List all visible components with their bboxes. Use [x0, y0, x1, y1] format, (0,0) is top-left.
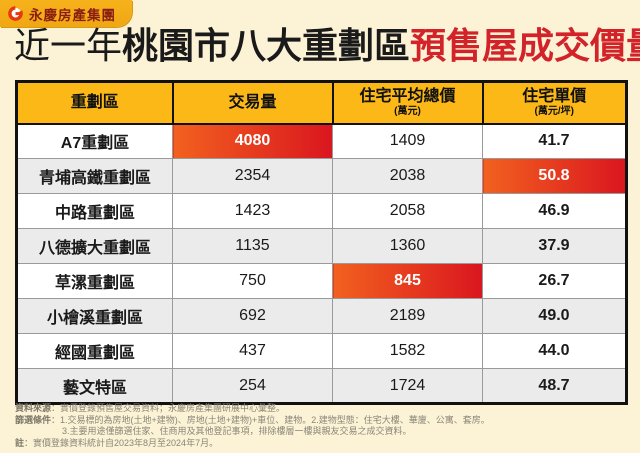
header-volume: 交易量 — [171, 80, 334, 125]
cell-total: 1409 — [332, 123, 483, 159]
cell-region: 八德擴大重劃區 — [16, 228, 173, 264]
cell-volume: 254 — [172, 368, 333, 404]
cell-region: 草漯重劃區 — [16, 263, 173, 299]
footnotes: 資料來源：實價登錄預售屋交易資料；永慶房產集團研展中心彙整。 篩選條件：1.交易… — [15, 403, 627, 449]
cell-unit: 41.7 — [482, 123, 627, 159]
cell-volume: 1423 — [172, 193, 333, 229]
cell-region: 小檜溪重劃區 — [16, 298, 173, 334]
page-title: 近一年桃園市八大重劃區預售屋成交價量 — [14, 24, 640, 68]
title-prefix: 近一年 — [14, 25, 123, 66]
cell-total: 1582 — [332, 333, 483, 369]
header-avg-total-price: 住宅平均總價 (萬元) — [331, 80, 484, 125]
footnote-source: 資料來源：實價登錄預售屋交易資料；永慶房產集團研展中心彙整。 — [15, 403, 286, 413]
table-row: 藝文特區 254 1724 48.7 — [16, 368, 627, 404]
table-row: 青埔高鐵重劃區 2354 2038 50.8 — [16, 158, 627, 194]
cell-region: 經國重劃區 — [16, 333, 173, 369]
footnote-period: 註：實價登錄資料統計自2023年8月至2024年7月。 — [15, 437, 219, 448]
cell-volume: 1135 — [172, 228, 333, 264]
cell-unit: 48.7 — [482, 368, 627, 404]
cell-region: 青埔高鐵重劃區 — [16, 158, 173, 194]
table-header: 重劃區 交易量 住宅平均總價 (萬元) 住宅單價 (萬元/坪) — [15, 80, 628, 125]
cell-region: A7重劃區 — [16, 123, 173, 159]
cell-total: 2058 — [332, 193, 483, 229]
cell-unit: 37.9 — [482, 228, 627, 264]
cell-total-highlight: 845 — [332, 263, 483, 299]
cell-unit-highlight: 50.8 — [482, 158, 627, 194]
cell-unit: 46.9 — [482, 193, 627, 229]
cell-unit: 44.0 — [482, 333, 627, 369]
table-row: 小檜溪重劃區 692 2189 49.0 — [16, 298, 627, 334]
footnote-filter-1: 篩選條件：1.交易標的為房地(土地+建物)、房地(土地+建物)+車位、建物。2.… — [15, 414, 490, 425]
footnote-filter-2: 3.主要用途僅篩選住家、住商用及其他登記事項，排除樓層一樓與親友交易之成交資料。 — [62, 426, 412, 436]
title-region: 桃園市八大重劃區 — [122, 25, 411, 66]
cell-volume: 437 — [172, 333, 333, 369]
yungching-ring-icon — [7, 5, 24, 22]
header-region: 重劃區 — [15, 80, 174, 125]
cell-total: 1360 — [332, 228, 483, 264]
table-row: 草漯重劃區 750 845 26.7 — [16, 263, 627, 299]
brand-name: 永慶房產集團 — [29, 7, 116, 23]
price-volume-table: 重劃區 交易量 住宅平均總價 (萬元) 住宅單價 (萬元/坪) — [15, 80, 628, 405]
cell-region: 藝文特區 — [16, 368, 173, 404]
cell-volume: 2354 — [172, 158, 333, 194]
cell-total: 2038 — [332, 158, 483, 194]
cell-volume-highlight: 4080 — [172, 123, 333, 159]
cell-unit: 49.0 — [482, 298, 627, 334]
header-unit-price: 住宅單價 (萬元/坪) — [481, 80, 628, 125]
cell-volume: 692 — [172, 298, 333, 334]
data-table-wrapper: 重劃區 交易量 住宅平均總價 (萬元) 住宅單價 (萬元/坪) — [15, 80, 628, 405]
cell-unit: 26.7 — [482, 263, 627, 299]
table-row: A7重劃區 4080 1409 41.7 — [16, 123, 627, 159]
title-highlight: 預售屋成交價量 — [410, 25, 640, 66]
table-row: 經國重劃區 437 1582 44.0 — [16, 333, 627, 369]
cell-total: 1724 — [332, 368, 483, 404]
table-row: 八德擴大重劃區 1135 1360 37.9 — [16, 228, 627, 264]
table-body: A7重劃區 4080 1409 41.7 青埔高鐵重劃區 2354 2038 5… — [16, 123, 627, 404]
cell-region: 中路重劃區 — [16, 193, 173, 229]
table-row: 中路重劃區 1423 2058 46.9 — [16, 193, 627, 229]
cell-volume: 750 — [172, 263, 333, 299]
cell-total: 2189 — [332, 298, 483, 334]
brand-badge: 永慶房產集團 — [0, 0, 132, 27]
